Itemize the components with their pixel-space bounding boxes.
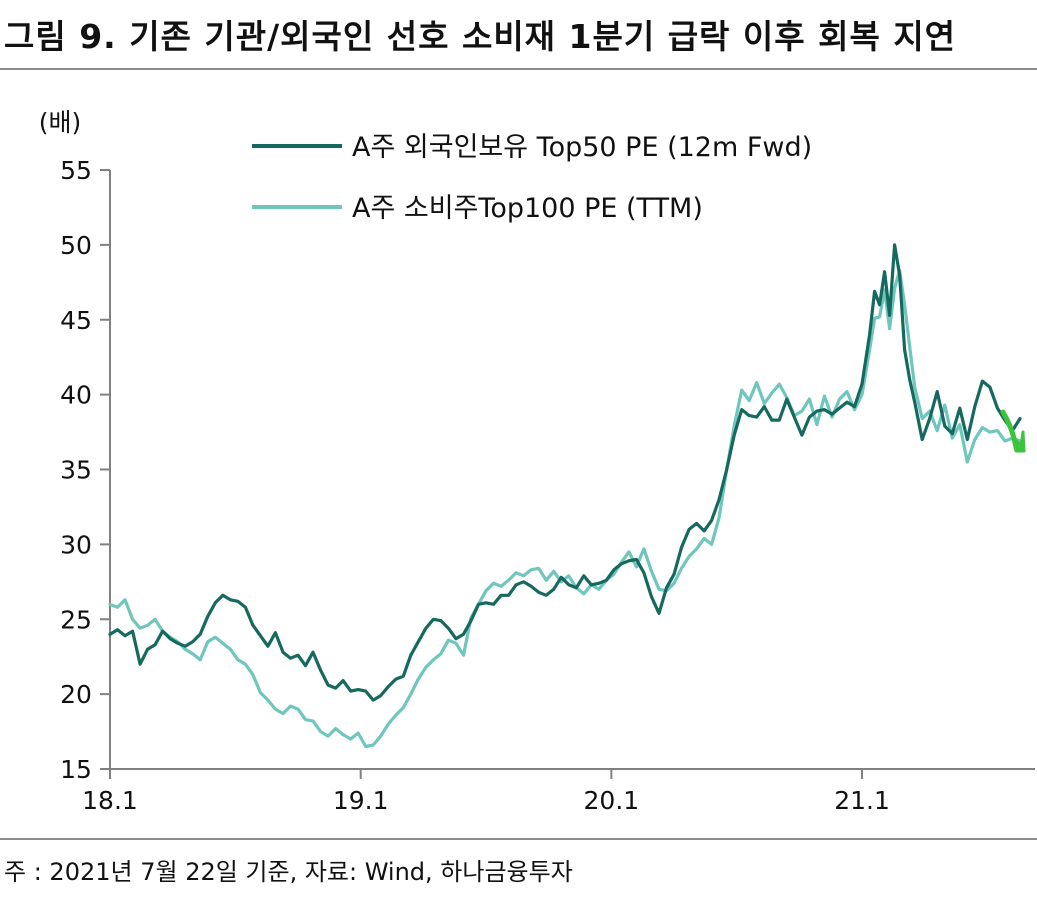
y-axis-unit-label: (배)	[39, 108, 82, 137]
x-tick-label: 20.1	[584, 786, 640, 815]
x-axis: 18.1 19.1 20.1 21.1	[82, 768, 1035, 815]
x-tick-label: 21.1	[834, 786, 890, 815]
x-tick-label: 19.1	[333, 786, 389, 815]
legend-label-top50: A주 외국인보유 Top50 PE (12m Fwd)	[352, 132, 812, 163]
chart-title: 그림 9. 기존 기관/외국인 선호 소비재 1분기 급락 이후 회복 지연	[4, 17, 957, 56]
legend: A주 외국인보유 Top50 PE (12m Fwd) A주 소비주Top100…	[252, 132, 812, 224]
y-tick-label: 25	[60, 605, 92, 634]
title-divider	[0, 68, 1037, 70]
y-tick-label: 55	[60, 156, 92, 185]
y-tick-label: 50	[60, 231, 92, 260]
series-layer	[108, 243, 1022, 749]
arrow-head	[1011, 430, 1026, 453]
y-tick-label: 45	[60, 306, 92, 335]
footnote-divider	[0, 838, 1037, 840]
series-line-top50	[108, 243, 1022, 702]
y-tick-label: 20	[60, 680, 92, 709]
series-line-top100	[108, 268, 1022, 749]
y-tick-label: 35	[60, 456, 92, 485]
footnote: 주 : 2021년 7월 22일 기준, 자료: Wind, 하나금융투자	[4, 858, 573, 886]
legend-label-top100: A주 소비주Top100 PE (TTM)	[352, 193, 703, 224]
y-tick-label: 40	[60, 381, 92, 410]
down-arrow-annotation	[1000, 409, 1026, 453]
y-axis: 15 20 25 30 35 40 45 50 55	[60, 156, 111, 784]
x-tick-label: 18.1	[82, 786, 138, 815]
y-tick-label: 30	[60, 530, 92, 559]
y-tick-label: 15	[60, 755, 92, 784]
